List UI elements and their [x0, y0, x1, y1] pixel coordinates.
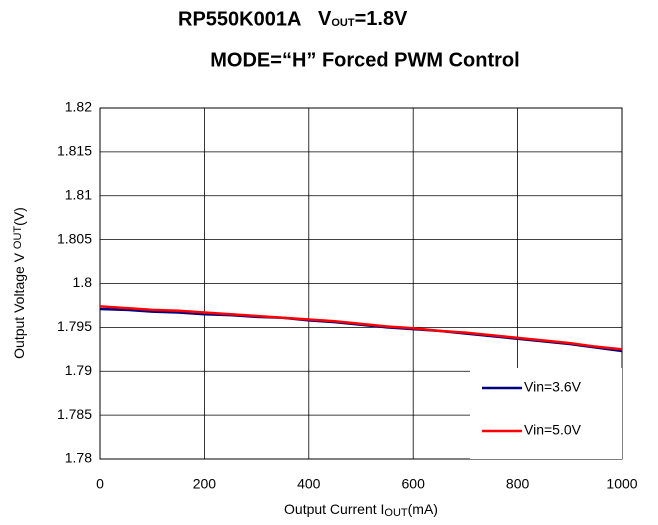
x-label-subscript: OUT — [384, 507, 408, 519]
chart-subtitle: MODE=“H” Forced PWM Control — [210, 49, 519, 71]
y-tick-label: 1.8 — [73, 274, 93, 290]
condition-value: =1.8V — [355, 8, 408, 30]
x-axis-label: Output Current IOUT(mA) — [284, 501, 438, 519]
x-tick-label: 800 — [506, 476, 530, 492]
series-line — [99, 305, 623, 351]
legend-label: Vin=3.6V — [524, 379, 582, 395]
x-tick-label: 400 — [297, 476, 321, 492]
y-axis-label: Output Voltage V OUT(V) — [11, 207, 27, 359]
x-label-unit: (mA) — [408, 501, 438, 517]
y-tick-label: 1.805 — [57, 230, 92, 246]
x-tick-label: 0 — [96, 476, 104, 492]
x-tick-label: 600 — [402, 476, 426, 492]
condition: VOUT=1.8V — [318, 8, 408, 30]
x-tick-label: 1000 — [606, 476, 637, 492]
y-tick-label: 1.79 — [65, 362, 92, 378]
x-label-text: Output Current I — [284, 501, 384, 517]
y-tick-label: 1.785 — [57, 406, 92, 422]
y-tick-label: 1.81 — [65, 186, 92, 202]
y-tick-label: 1.78 — [65, 450, 92, 466]
x-tick-label: 200 — [193, 476, 217, 492]
condition-subscript: OUT — [331, 17, 355, 29]
legend-label: Vin=5.0V — [524, 422, 582, 438]
legend-box — [470, 368, 622, 459]
y-tick-label: 1.82 — [65, 99, 92, 115]
y-label-subscript: OUT — [12, 226, 24, 250]
condition-symbol: V — [318, 8, 332, 30]
y-tick-label: 1.795 — [57, 318, 92, 334]
y-label-text: Output Voltage V — [11, 249, 27, 359]
y-label-unit: (V) — [11, 207, 27, 226]
chart-title: RP550K001A — [178, 8, 301, 30]
y-tick-label: 1.815 — [57, 143, 92, 159]
